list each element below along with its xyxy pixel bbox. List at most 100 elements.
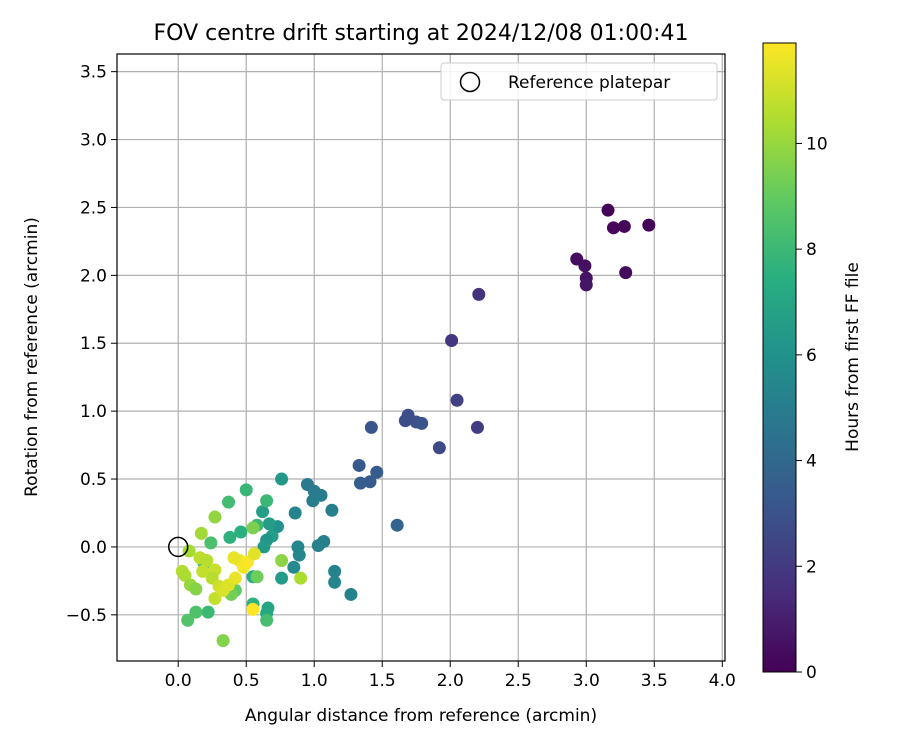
- data-point: [204, 536, 218, 550]
- y-axis-label: Rotation from reference (arcmin): [22, 217, 42, 497]
- legend: Reference platepar: [440, 62, 718, 101]
- data-point: [257, 540, 271, 554]
- data-point: [294, 571, 308, 585]
- reference-platepar-marker: [167, 536, 189, 558]
- x-tick-label: 3.0: [573, 671, 600, 691]
- data-point: [260, 613, 274, 627]
- data-point: [189, 605, 203, 619]
- data-point: [181, 613, 195, 627]
- data-point: [617, 219, 631, 233]
- data-point: [178, 568, 192, 582]
- data-point: [234, 525, 248, 539]
- y-tick-label: 1.0: [80, 402, 107, 422]
- chart-title: FOV centre drift starting at 2024/12/08 …: [154, 21, 689, 46]
- legend-box: [440, 62, 718, 101]
- data-point: [363, 475, 377, 489]
- data-point: [398, 414, 412, 428]
- colorbar-tick-label: 8: [806, 240, 817, 260]
- data-point: [470, 420, 484, 434]
- y-tick-label: 0.0: [80, 538, 107, 558]
- data-point: [275, 554, 289, 568]
- y-tick-label: 0.5: [80, 470, 107, 490]
- data-point: [194, 526, 208, 540]
- colorbar-tick-label: 2: [806, 557, 817, 577]
- data-point: [227, 551, 241, 565]
- data-point: [201, 605, 215, 619]
- x-tick-label: 0.0: [165, 671, 192, 691]
- data-point: [288, 506, 302, 520]
- data-point: [239, 483, 253, 497]
- colorbar-label: Hours from first FF file: [843, 262, 863, 452]
- legend-marker: [459, 71, 481, 93]
- data-point: [260, 494, 274, 508]
- data-point: [228, 571, 242, 585]
- x-tick-label: 0.5: [233, 671, 260, 691]
- axes: 0.0 0.5 1.0 1.5 2.0 2.5 3.0 3.5 4.0 −0.5 0.0 0.5 1.0…: [66, 63, 736, 691]
- data-point: [370, 465, 384, 479]
- y-tick-label: 3.5: [80, 63, 107, 83]
- data-point: [432, 441, 446, 455]
- data-point: [182, 544, 196, 558]
- data-point: [208, 510, 222, 524]
- data-point: [579, 278, 593, 292]
- data-point: [216, 634, 230, 648]
- data-point: [642, 218, 656, 232]
- data-point: [415, 416, 429, 430]
- colorbar-gradient: [762, 42, 797, 673]
- data-point: [352, 458, 366, 472]
- data-point: [256, 505, 270, 519]
- x-tick-label: 4.0: [709, 671, 736, 691]
- data-point: [445, 334, 459, 348]
- x-tick-label: 1.0: [301, 671, 328, 691]
- plot-frame: [116, 53, 726, 662]
- grid: [117, 54, 725, 661]
- data-point: [325, 503, 339, 517]
- data-point: [200, 554, 214, 568]
- data-point: [262, 517, 276, 531]
- data-point: [247, 547, 261, 561]
- colorbar-tick-label: 4: [806, 452, 817, 472]
- y-tick-label: 2.0: [80, 266, 107, 286]
- data-point: [222, 495, 236, 509]
- x-tick-label: 3.5: [641, 671, 668, 691]
- data-point: [223, 530, 237, 544]
- colorbar-tick-label: 10: [806, 134, 828, 154]
- y-tick-label: 1.5: [80, 334, 107, 354]
- data-point: [619, 266, 633, 280]
- colorbar-tick-label: 0: [806, 663, 817, 683]
- colorbar-ticks: 0 2 4 6 8 10: [796, 134, 828, 683]
- data-point: [292, 548, 306, 562]
- colorbar-tick-label: 6: [806, 346, 817, 366]
- data-point: [390, 518, 404, 532]
- x-tick-label: 2.5: [505, 671, 532, 691]
- legend-entry-reference-platepar: Reference platepar: [508, 73, 670, 93]
- data-point: [275, 472, 289, 486]
- colorbar: 0 2 4 6 8 10 Hours from first FF file: [762, 42, 863, 683]
- data-point: [250, 570, 264, 584]
- data-point: [328, 575, 342, 589]
- data-point: [328, 564, 342, 578]
- x-tick-label: 1.5: [369, 671, 396, 691]
- data-point: [246, 521, 260, 535]
- data-point: [208, 592, 222, 606]
- x-tick-label: 2.0: [437, 671, 464, 691]
- data-point: [287, 560, 301, 574]
- data-point: [311, 539, 325, 553]
- data-point: [472, 287, 486, 301]
- data-point: [189, 582, 203, 596]
- y-tick-label: 2.5: [80, 198, 107, 218]
- data-point: [344, 587, 358, 601]
- data-point: [578, 259, 592, 273]
- y-tick-label: 3.0: [80, 131, 107, 151]
- data-point: [606, 221, 620, 235]
- x-axis-label: Angular distance from reference (arcmin): [245, 706, 597, 726]
- data-point: [450, 393, 464, 407]
- data-point: [601, 203, 615, 217]
- data-point: [364, 420, 378, 434]
- y-tick-label: −0.5: [66, 606, 107, 626]
- data-point: [353, 476, 367, 490]
- data-points: [175, 203, 656, 648]
- data-point: [306, 494, 320, 508]
- data-point: [246, 602, 260, 616]
